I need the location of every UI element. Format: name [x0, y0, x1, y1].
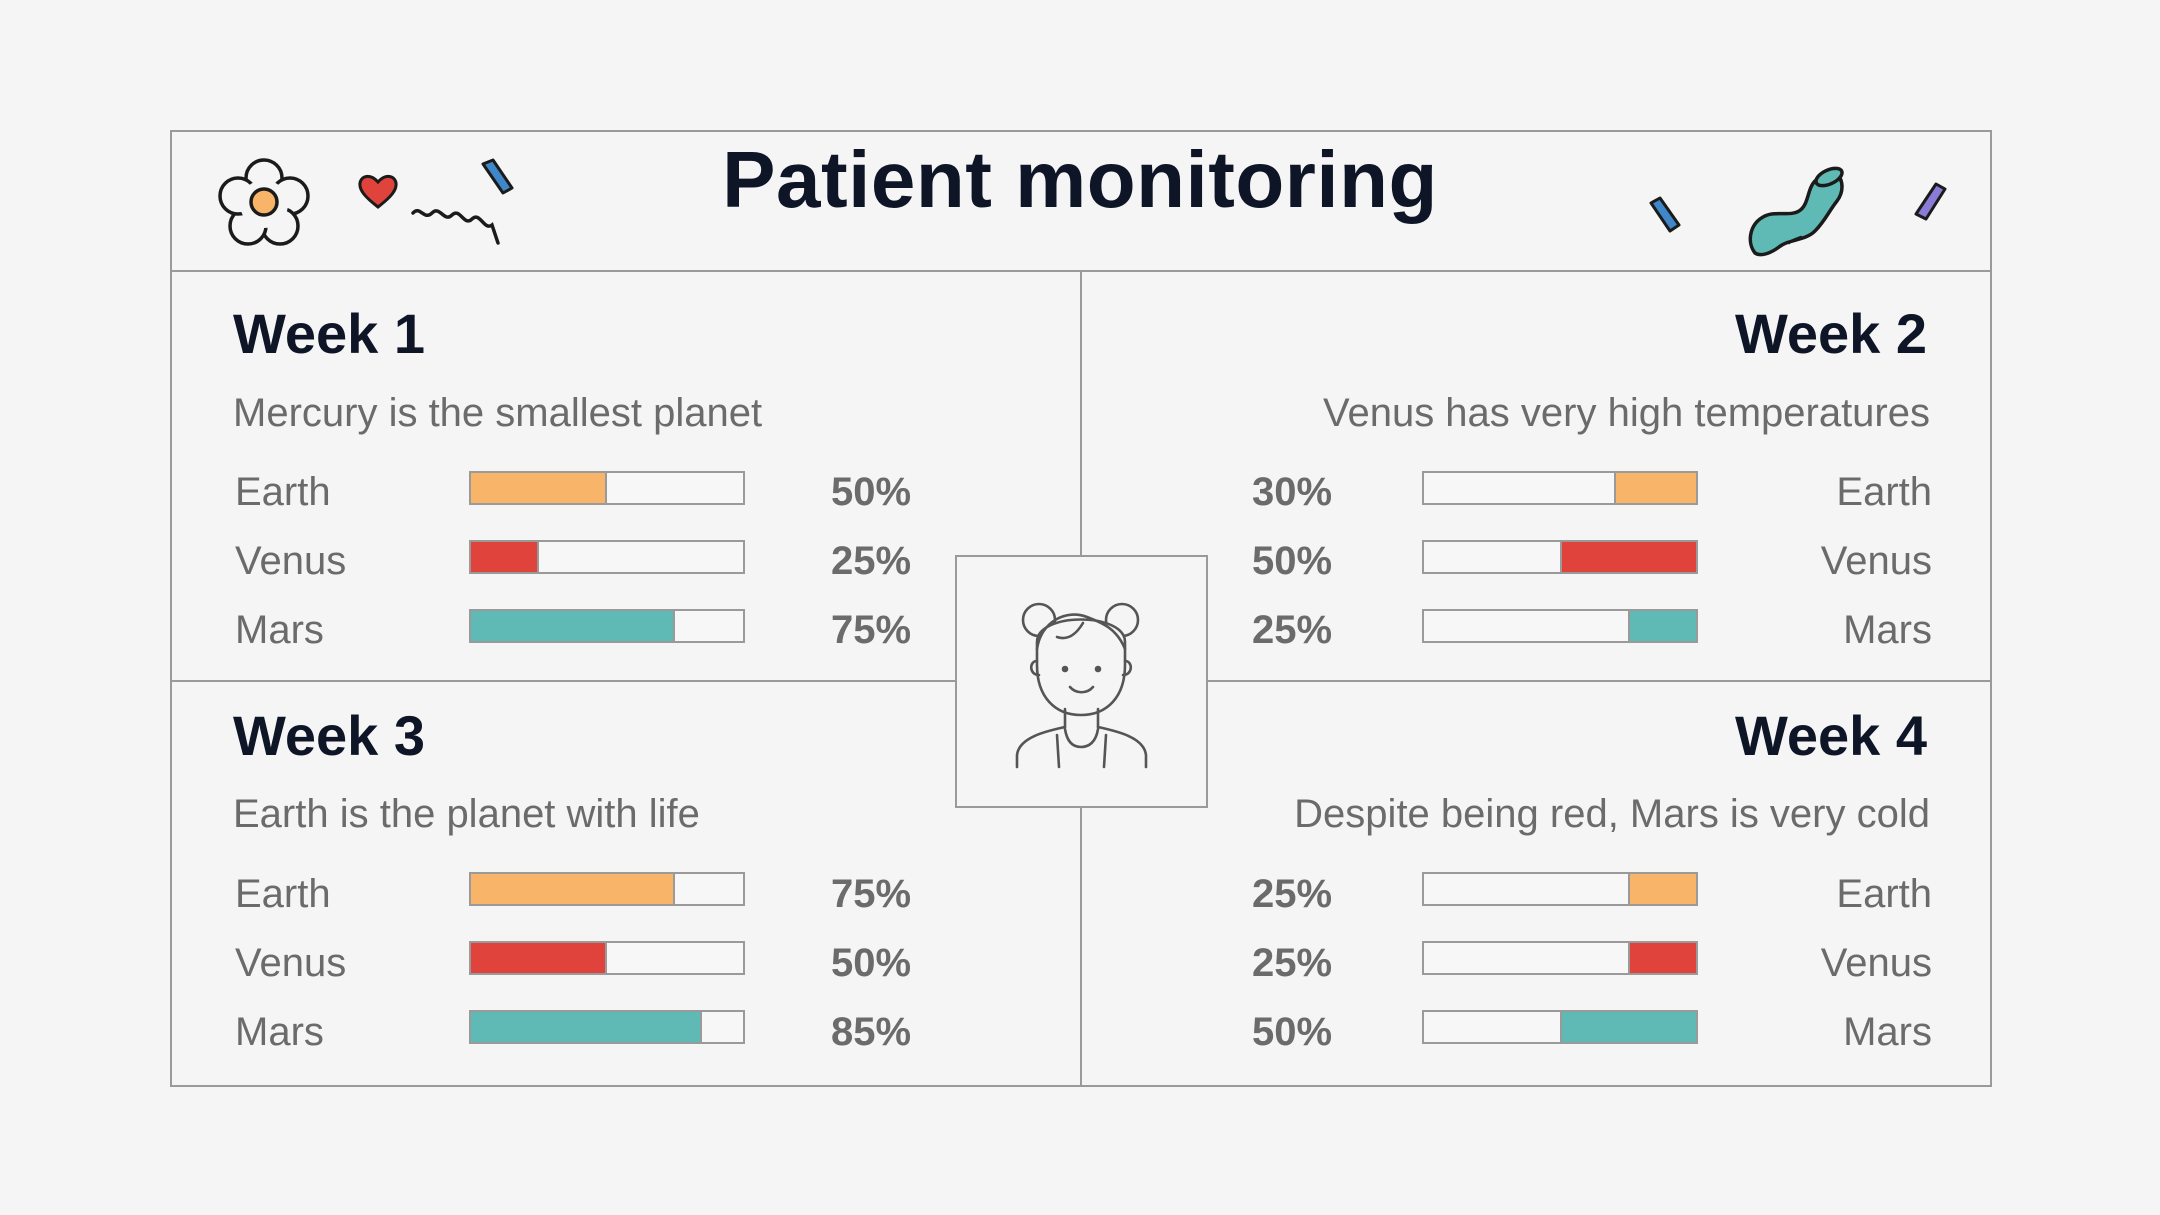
week-2-row-label: Earth — [1836, 470, 1932, 514]
week-2-subtitle: Venus has very high temperatures — [1322, 391, 1930, 435]
confetti-icon — [1914, 182, 1947, 221]
week-3-row-percent: 85% — [831, 1010, 912, 1054]
progress-fill — [1560, 542, 1696, 572]
week-3-row-label: Mars — [235, 1010, 324, 1054]
week-1-title: Week 1 — [233, 302, 425, 365]
week-4-row-label: Earth — [1836, 872, 1932, 916]
week-1-row-percent: 75% — [831, 608, 912, 652]
week-4-row-percent: 25% — [1252, 872, 1333, 916]
week-2-row-percent: 25% — [1252, 608, 1333, 652]
week-2-row-percent: 50% — [1252, 539, 1333, 583]
progress-fill — [1628, 611, 1696, 641]
week-1-row-label: Earth — [235, 470, 331, 514]
monitoring-frame — [170, 130, 1992, 1087]
week-2-row-label: Mars — [1843, 608, 1932, 652]
squiggle-icon — [411, 209, 500, 245]
progress-fill — [1628, 874, 1696, 904]
week-4-row-label: Mars — [1843, 1010, 1932, 1054]
week-2-row-percent: 30% — [1252, 470, 1333, 514]
week-2-progress-bar — [1422, 471, 1698, 505]
week-4-progress-bar — [1422, 1010, 1698, 1044]
week-4-row-percent: 50% — [1252, 1010, 1333, 1054]
week-1-progress-bar — [469, 609, 745, 643]
patient-avatar-box — [955, 555, 1208, 808]
week-3-row-percent: 50% — [831, 941, 912, 985]
week-1-progress-bar — [469, 471, 745, 505]
week-1-row-label: Mars — [235, 608, 324, 652]
week-3-progress-bar — [469, 1010, 745, 1044]
week-3-progress-bar — [469, 872, 745, 906]
tube-icon — [1748, 166, 1844, 257]
progress-fill — [471, 473, 607, 503]
week-1-progress-bar — [469, 540, 745, 574]
progress-fill — [471, 611, 675, 641]
week-1-subtitle: Mercury is the smallest planet — [233, 391, 763, 435]
week-4-row-percent: 25% — [1252, 941, 1333, 985]
week-4-title: Week 4 — [1735, 704, 1927, 767]
week-2-title: Week 2 — [1735, 302, 1927, 365]
progress-fill — [1628, 943, 1696, 973]
week-2-progress-bar — [1422, 540, 1698, 574]
week-1-row-percent: 25% — [831, 539, 912, 583]
week-4-subtitle: Despite being red, Mars is very cold — [1294, 792, 1930, 836]
week-3-row-percent: 75% — [831, 872, 912, 916]
week-3-row-label: Venus — [235, 941, 347, 985]
week-3-title: Week 3 — [233, 704, 425, 767]
progress-fill — [471, 874, 675, 904]
confetti-icon — [481, 158, 514, 195]
week-3-row-label: Earth — [235, 872, 331, 916]
progress-fill — [471, 1012, 703, 1042]
header-divider — [170, 270, 1992, 272]
week-1-row-percent: 50% — [831, 470, 912, 514]
progress-fill — [471, 542, 539, 572]
page-title: Patient monitoring — [722, 135, 1438, 224]
flower-icon — [218, 158, 310, 246]
patient-avatar-icon — [1015, 602, 1148, 769]
progress-fill — [1560, 1012, 1696, 1042]
week-2-progress-bar — [1422, 609, 1698, 643]
heart-icon — [358, 175, 398, 209]
week-4-progress-bar — [1422, 941, 1698, 975]
week-1-row-label: Venus — [235, 539, 347, 583]
progress-fill — [471, 943, 607, 973]
progress-fill — [1614, 473, 1696, 503]
week-3-progress-bar — [469, 941, 745, 975]
week-4-row-label: Venus — [1820, 941, 1932, 985]
week-2-row-label: Venus — [1820, 539, 1932, 583]
week-4-progress-bar — [1422, 872, 1698, 906]
week-3-subtitle: Earth is the planet with life — [233, 792, 700, 836]
confetti-icon — [1649, 196, 1681, 233]
